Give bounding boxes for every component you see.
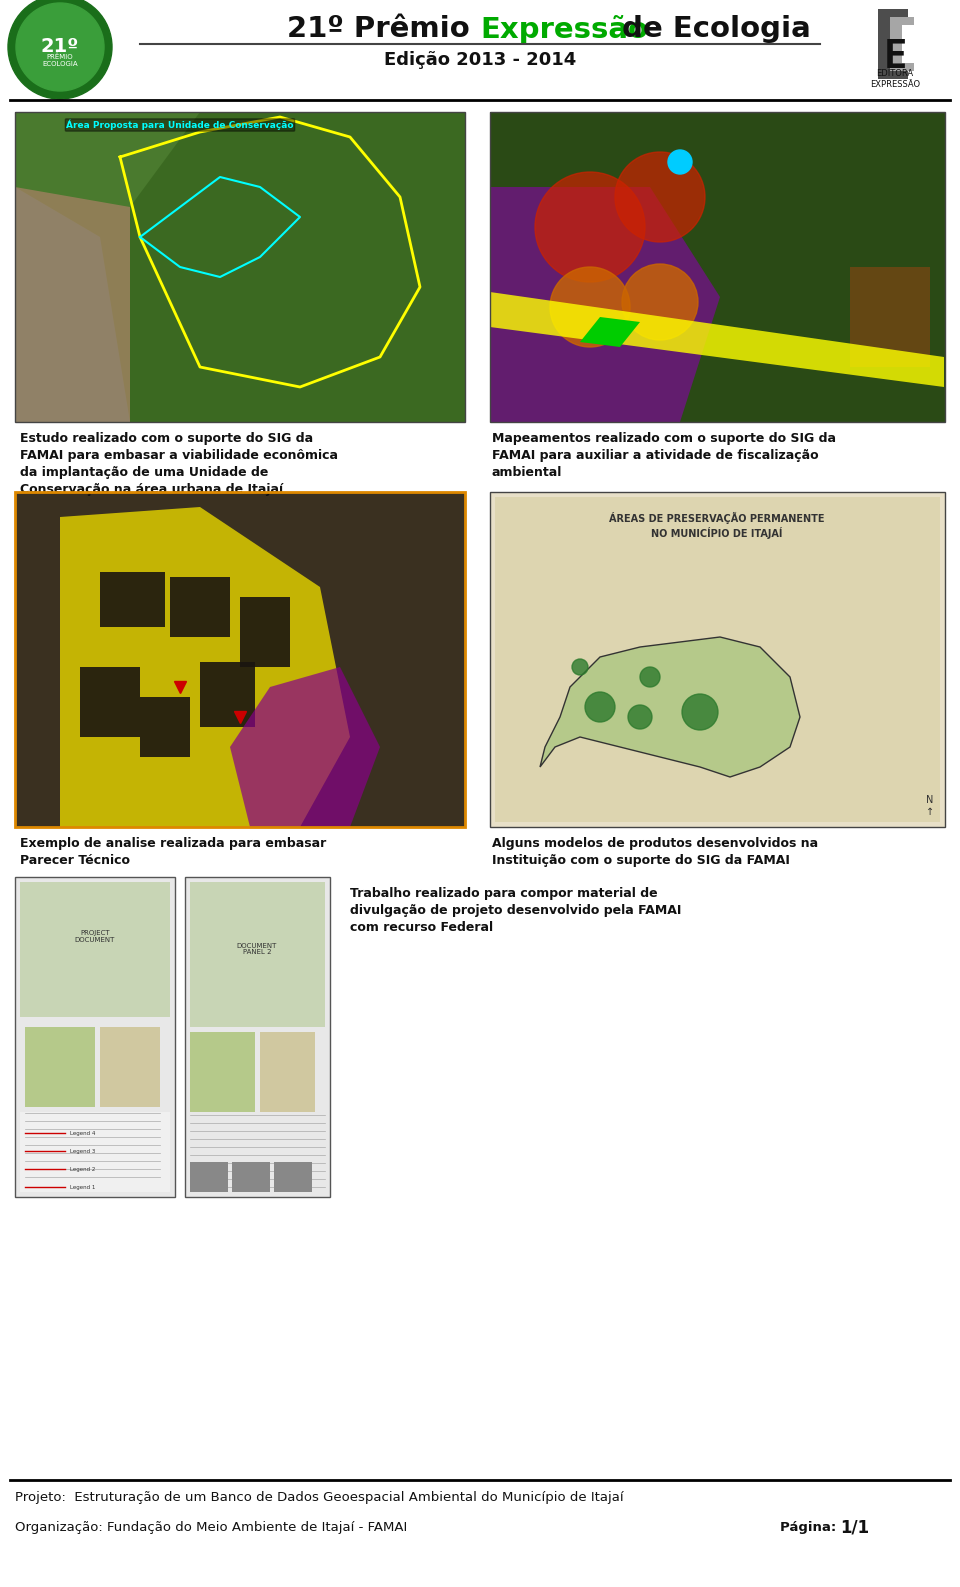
Bar [490, 113, 945, 422]
Bar [100, 571, 165, 627]
Bar [15, 878, 175, 1197]
Circle shape [8, 0, 112, 98]
Polygon shape [60, 506, 350, 827]
Bar [878, 10, 908, 79]
Text: DOCUMENT
PANEL 2: DOCUMENT PANEL 2 [237, 943, 277, 955]
Circle shape [640, 667, 660, 687]
Circle shape [16, 3, 104, 90]
Bar [190, 1162, 228, 1192]
Bar [140, 697, 190, 757]
Polygon shape [490, 292, 944, 387]
Text: PRÊMIO
ECOLOGIA: PRÊMIO ECOLOGIA [42, 54, 78, 67]
Bar [890, 17, 914, 71]
Text: Trabalho realizado para compor material de
divulgação de projeto desenvolvido pe: Trabalho realizado para compor material … [350, 887, 682, 935]
Bar [902, 25, 920, 63]
Circle shape [615, 152, 705, 241]
Text: Edição 2013 - 2014: Edição 2013 - 2014 [384, 51, 576, 68]
Bar [15, 492, 465, 827]
Bar [190, 882, 325, 1027]
Text: de Ecologia: de Ecologia [612, 14, 811, 43]
Text: Legend 1: Legend 1 [70, 1184, 95, 1190]
Polygon shape [540, 636, 800, 778]
Bar [15, 492, 465, 827]
Bar [170, 578, 230, 636]
Polygon shape [580, 317, 640, 348]
Text: Legend 3: Legend 3 [70, 1149, 95, 1154]
Circle shape [535, 171, 645, 282]
Text: Projeto:  Estruturação de um Banco de Dados Geoespacial Ambiental do Município d: Projeto: Estruturação de um Banco de Dad… [15, 1490, 624, 1503]
Bar [490, 492, 945, 827]
Circle shape [572, 659, 588, 674]
Text: 21º Prêmio: 21º Prêmio [287, 14, 480, 43]
Text: Exemplo de analise realizada para embasar
Parecer Técnico: Exemplo de analise realizada para embasa… [20, 836, 326, 867]
Bar [232, 1162, 270, 1192]
Text: Mapeamentos realizado com o suporte do SIG da
FAMAI para auxiliar a atividade de: Mapeamentos realizado com o suporte do S… [492, 432, 836, 479]
Polygon shape [230, 667, 380, 827]
Bar [15, 113, 465, 422]
Polygon shape [15, 187, 130, 422]
Bar [495, 497, 940, 822]
Circle shape [628, 705, 652, 728]
Text: Legend 4: Legend 4 [70, 1130, 95, 1136]
Bar [185, 878, 330, 1197]
Text: EDITORA
EXPRESSÃO: EDITORA EXPRESSÃO [870, 70, 920, 89]
Text: E: E [883, 38, 906, 76]
Bar [200, 662, 255, 727]
Bar [15, 113, 465, 422]
Circle shape [622, 263, 698, 340]
Polygon shape [490, 187, 720, 422]
Bar [850, 267, 930, 367]
Polygon shape [15, 187, 130, 422]
Text: 21º: 21º [41, 38, 79, 57]
Text: Estudo realizado com o suporte do SIG da
FAMAI para embasar a viabilidade econôm: Estudo realizado com o suporte do SIG da… [20, 432, 338, 497]
Text: Legend 2: Legend 2 [70, 1166, 95, 1171]
Bar [25, 1027, 95, 1108]
Circle shape [682, 694, 718, 730]
Text: N
↑: N ↑ [926, 795, 934, 817]
Bar [240, 597, 290, 667]
Text: Alguns modelos de produtos desenvolvidos na
Instituição com o suporte do SIG da : Alguns modelos de produtos desenvolvidos… [492, 836, 818, 867]
Polygon shape [100, 113, 465, 422]
Circle shape [550, 267, 630, 348]
Circle shape [668, 151, 692, 175]
Bar [190, 1032, 255, 1112]
Text: Organização: Fundação do Meio Ambiente de Itajaí - FAMAI: Organização: Fundação do Meio Ambiente d… [15, 1520, 407, 1533]
Bar [490, 492, 945, 827]
Bar [15, 113, 465, 422]
Text: Expressão: Expressão [480, 14, 648, 43]
Bar [15, 878, 175, 1197]
Bar [80, 667, 140, 736]
Circle shape [585, 692, 615, 722]
Bar [274, 1162, 312, 1192]
Text: ÁREAS DE PRESERVAÇÃO PERMANENTE
NO MUNICÍPIO DE ITAJAÍ: ÁREAS DE PRESERVAÇÃO PERMANENTE NO MUNIC… [610, 513, 825, 540]
Bar [15, 113, 465, 422]
Bar [260, 1032, 315, 1112]
Bar [20, 882, 170, 1017]
Bar [185, 878, 330, 1197]
Text: Página:: Página: [780, 1520, 841, 1533]
Text: PROJECT
DOCUMENT: PROJECT DOCUMENT [75, 930, 115, 944]
Text: 1/1: 1/1 [840, 1519, 869, 1536]
Bar [100, 1027, 160, 1108]
Text: Área Proposta para Unidade de Conservação: Área Proposta para Unidade de Conservaçã… [66, 119, 294, 130]
Bar [20, 1112, 170, 1192]
Bar [490, 113, 945, 422]
